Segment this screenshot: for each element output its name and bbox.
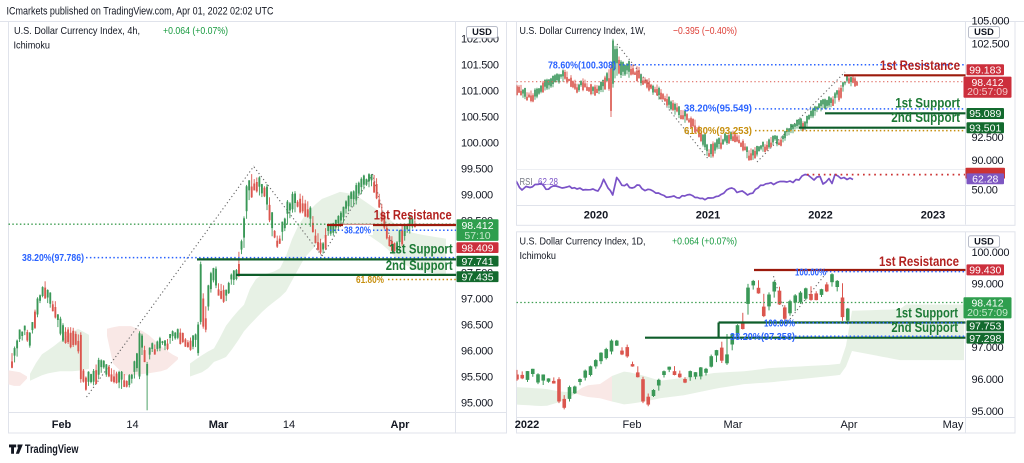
svg-text:−0.395 (−0.40%): −0.395 (−0.40%): [673, 26, 737, 37]
svg-text:95.500: 95.500: [461, 371, 493, 383]
svg-text:97.435: 97.435: [461, 271, 493, 283]
svg-text:57:10: 57:10: [464, 230, 490, 242]
svg-text:1st Resistance: 1st Resistance: [880, 58, 960, 73]
svg-text:95.000: 95.000: [972, 406, 1004, 418]
svg-text:2022: 2022: [515, 419, 539, 431]
svg-text:92.500: 92.500: [972, 132, 1004, 144]
svg-text:38.20%(97.358): 38.20%(97.358): [730, 332, 795, 343]
svg-text:20:57:09: 20:57:09: [967, 307, 1008, 319]
svg-text:14: 14: [283, 419, 295, 431]
svg-text:Ichimoku: Ichimoku: [14, 41, 51, 52]
svg-text:U.S. Dollar Currency Index, 1D: U.S. Dollar Currency Index, 1D,: [520, 237, 646, 248]
svg-text:2nd Support: 2nd Support: [891, 110, 960, 125]
svg-text:+0.064 (+0.07%): +0.064 (+0.07%): [163, 26, 228, 37]
svg-text:2020: 2020: [584, 209, 608, 221]
svg-text:38.20%: 38.20%: [344, 225, 371, 236]
svg-text:1st Support: 1st Support: [389, 241, 453, 256]
svg-text:14: 14: [126, 419, 138, 431]
svg-text:2022: 2022: [808, 209, 832, 221]
svg-text:101.000: 101.000: [461, 85, 499, 97]
svg-text:Feb: Feb: [623, 419, 642, 431]
svg-text:2023: 2023: [921, 209, 945, 221]
svg-text:99.500: 99.500: [461, 163, 493, 175]
svg-text:50.00: 50.00: [972, 184, 998, 196]
svg-text:U.S. Dollar Currency Index, 4h: U.S. Dollar Currency Index, 4h,: [14, 26, 140, 37]
svg-text:93.501: 93.501: [969, 123, 1001, 135]
svg-text:1st Resistance: 1st Resistance: [879, 254, 959, 269]
svg-text:62.28: 62.28: [972, 174, 998, 186]
svg-text:Feb: Feb: [52, 419, 72, 431]
svg-text:May: May: [943, 419, 964, 431]
svg-text:78.60%(100.308): 78.60%(100.308): [548, 60, 616, 71]
svg-text:61.80%: 61.80%: [356, 275, 384, 286]
svg-text:USD: USD: [974, 27, 994, 37]
svg-text:97.000: 97.000: [461, 293, 493, 305]
svg-text:ICmarkets published on Trading: ICmarkets published on TradingView.com, …: [7, 6, 274, 18]
svg-text:99.000: 99.000: [972, 279, 1004, 291]
svg-text:Apr: Apr: [840, 419, 857, 431]
svg-text:U.S. Dollar Currency Index, 1W: U.S. Dollar Currency Index, 1W,: [520, 26, 646, 37]
svg-text:2nd Support: 2nd Support: [891, 320, 958, 335]
svg-text:RSI: RSI: [520, 177, 533, 188]
svg-text:98.409: 98.409: [461, 242, 493, 254]
svg-text:62.28: 62.28: [538, 177, 558, 188]
svg-text:99.430: 99.430: [969, 265, 1001, 277]
svg-text:Ichimoku: Ichimoku: [520, 251, 557, 262]
svg-text:90.000: 90.000: [972, 155, 1004, 167]
svg-text:96.000: 96.000: [461, 345, 493, 357]
svg-text:Mar: Mar: [724, 419, 743, 431]
svg-text:100.00%: 100.00%: [795, 267, 826, 278]
svg-text:100.000: 100.000: [972, 247, 1010, 259]
svg-text:2nd Support: 2nd Support: [386, 258, 453, 273]
svg-text:38.20%(97.786): 38.20%(97.786): [22, 253, 84, 264]
svg-text:98.412: 98.412: [971, 77, 1003, 89]
svg-text:97.741: 97.741: [461, 256, 493, 268]
svg-text:98.412: 98.412: [971, 298, 1003, 310]
svg-text:101.500: 101.500: [461, 59, 499, 71]
svg-text:95.089: 95.089: [969, 108, 1001, 120]
svg-text:1st Support: 1st Support: [896, 306, 959, 321]
svg-text:+0.064 (+0.07%): +0.064 (+0.07%): [672, 237, 737, 248]
svg-text:61.80%(93.253): 61.80%(93.253): [684, 126, 752, 137]
svg-text:38.20%(95.549): 38.20%(95.549): [684, 103, 752, 114]
svg-text:97.298: 97.298: [969, 333, 1001, 345]
svg-text:105.000: 105.000: [972, 15, 1010, 27]
svg-text:98.412: 98.412: [461, 220, 493, 232]
svg-text:95.000: 95.000: [461, 397, 493, 409]
svg-text:99.000: 99.000: [461, 189, 493, 201]
svg-text:2021: 2021: [696, 209, 720, 221]
svg-text:USD: USD: [472, 27, 492, 37]
svg-text:USD: USD: [974, 237, 994, 247]
svg-text:Mar: Mar: [209, 419, 229, 431]
svg-text:97.753: 97.753: [969, 321, 1001, 333]
svg-text:Apr: Apr: [391, 419, 411, 431]
svg-text:96.500: 96.500: [461, 319, 493, 331]
svg-text:20:57:09: 20:57:09: [967, 86, 1008, 98]
svg-text:1st Resistance: 1st Resistance: [374, 208, 452, 223]
svg-text:100.500: 100.500: [461, 111, 499, 123]
svg-text:100.000: 100.000: [461, 137, 499, 149]
svg-text:1st Support: 1st Support: [895, 96, 960, 111]
svg-text:100.00%: 100.00%: [764, 318, 795, 329]
svg-text:96.000: 96.000: [972, 374, 1004, 386]
svg-text:102.500: 102.500: [972, 39, 1010, 51]
svg-text:97.000: 97.000: [972, 342, 1004, 354]
svg-text:TradingView: TradingView: [25, 442, 79, 456]
svg-text:99.183: 99.183: [969, 64, 1001, 76]
